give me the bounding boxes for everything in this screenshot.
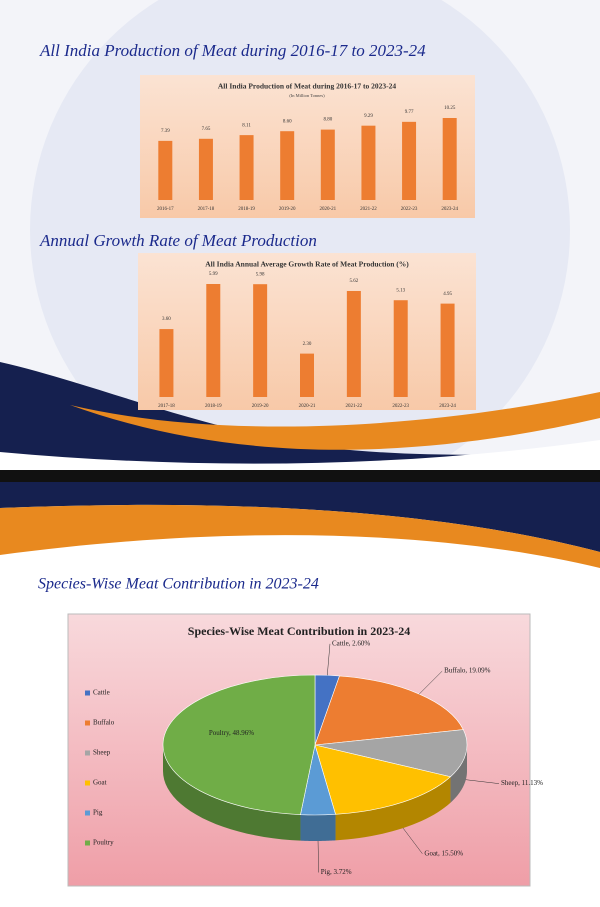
legend-label: Pig: [93, 809, 103, 817]
pie-slice: [314, 675, 464, 746]
bar: [159, 329, 174, 397]
pie-slice-side: [335, 776, 451, 841]
bar: [361, 125, 376, 200]
bar: [198, 138, 213, 200]
data-label: 4.95: [443, 292, 452, 297]
leader-line: [465, 779, 500, 784]
data-label: 7.65: [202, 127, 211, 132]
x-tick-label: 2021-22: [346, 404, 363, 409]
legend-label: Cattle: [93, 689, 110, 697]
pie-slice-side: [300, 814, 336, 841]
pie-slice: [314, 744, 452, 815]
legend-swatch: [85, 810, 90, 816]
legend-label: Goat: [93, 779, 107, 787]
leader-line: [419, 670, 443, 695]
bar: [440, 303, 455, 397]
data-label: 5.13: [396, 288, 405, 293]
bar: [393, 300, 408, 397]
leader-line: [402, 827, 423, 854]
orange-swoosh: [0, 504, 600, 568]
x-tick-label: 2021-22: [360, 207, 377, 212]
legend-label: Sheep: [93, 749, 111, 757]
slide-heading: Annual Growth Rate of Meat Production: [39, 231, 317, 250]
pie-slice-side: [163, 745, 301, 841]
slide-heading: All India Production of Meat during 2016…: [39, 41, 426, 60]
pie-slice: [314, 729, 468, 778]
data-label: Cattle, 2.60%: [332, 639, 370, 647]
x-tick-label: 2023-24: [441, 207, 458, 212]
bar: [442, 118, 457, 200]
data-label: 5.99: [209, 272, 218, 277]
data-label: 5.62: [349, 279, 358, 284]
bar: [280, 131, 295, 200]
legend-swatch: [85, 780, 90, 786]
data-label: 8.80: [323, 118, 332, 123]
x-tick-label: 2017-18: [198, 207, 215, 212]
data-label: 3.60: [162, 317, 171, 322]
data-label: 2.30: [303, 342, 312, 347]
x-tick-label: 2019-20: [252, 404, 269, 409]
leader-line: [327, 643, 331, 676]
data-label: Buffalo, 19.09%: [444, 667, 491, 675]
pie-slice-side: [450, 745, 467, 803]
white-band: [0, 440, 600, 470]
x-tick-label: 2019-20: [279, 207, 296, 212]
chart-title: All India Production of Meat during 2016…: [218, 82, 396, 91]
leader-line: [317, 840, 319, 873]
data-label: 8.60: [283, 119, 292, 124]
x-tick-label: 2020-21: [299, 404, 316, 409]
data-label: 9.77: [405, 110, 414, 115]
bar: [402, 121, 417, 200]
data-label: 5.98: [256, 272, 265, 277]
data-label: 7.39: [161, 129, 170, 134]
legend-swatch: [85, 690, 90, 696]
chart-title: All India Annual Average Growth Rate of …: [205, 260, 409, 269]
pie-slice: [162, 674, 316, 815]
bar: [320, 129, 335, 200]
chart-background: [140, 75, 475, 218]
legend-swatch: [85, 720, 90, 726]
x-tick-label: 2020-21: [319, 207, 336, 212]
x-tick-label: 2022-23: [392, 404, 409, 409]
separator: [0, 470, 600, 482]
data-label: 9.29: [364, 114, 373, 119]
legend-swatch: [85, 750, 90, 756]
x-tick-label: 2018-19: [205, 404, 222, 409]
data-label: 10.25: [444, 106, 456, 111]
data-label: 8.11: [242, 123, 251, 128]
x-tick-label: 2022-23: [401, 207, 418, 212]
x-tick-label: 2023-24: [439, 404, 456, 409]
bar: [158, 140, 173, 200]
chart-subtitle: (In Million Tonnes): [289, 93, 325, 98]
orange-swoosh: [70, 392, 600, 450]
x-tick-label: 2016-17: [157, 207, 174, 212]
navy-swoosh: [0, 362, 600, 470]
legend-label: Buffalo: [93, 719, 115, 727]
bar: [206, 284, 221, 397]
bar: [346, 290, 361, 397]
slide-top: All India Production of Meat during 2016…: [0, 0, 600, 500]
bar: [253, 284, 268, 397]
x-tick-label: 2018-19: [238, 207, 255, 212]
data-label: Pig, 3.72%: [321, 868, 352, 876]
data-label: Poultry, 48.96%: [209, 729, 254, 737]
bar: [300, 353, 314, 397]
slide-heading: Species-Wise Meat Contribution in 2023-2…: [38, 576, 319, 593]
data-label: Sheep, 11.13%: [501, 779, 543, 787]
bar: [239, 135, 254, 200]
x-tick-label: 2017-18: [158, 404, 175, 409]
legend-swatch: [85, 840, 90, 846]
chart-title: Species-Wise Meat Contribution in 2023-2…: [188, 624, 410, 638]
legend-label: Poultry: [93, 839, 114, 847]
data-label: Goat, 15.50%: [424, 849, 463, 857]
navy-swoosh: [0, 482, 600, 552]
